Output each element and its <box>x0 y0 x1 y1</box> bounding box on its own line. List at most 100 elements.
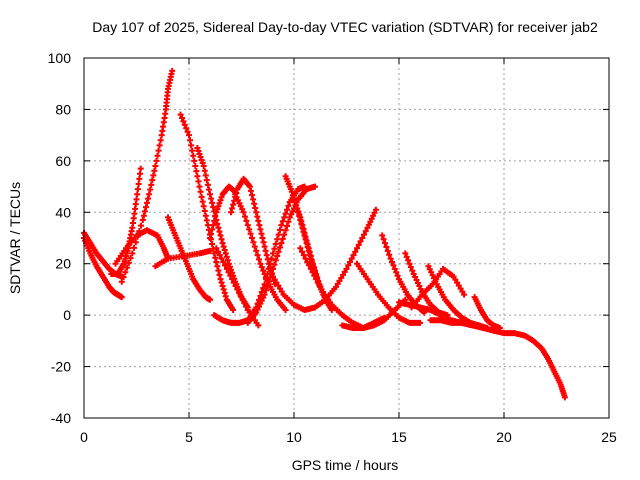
data-point <box>257 260 264 267</box>
data-series <box>471 294 503 331</box>
data-point <box>221 247 228 253</box>
data-point <box>380 236 387 243</box>
data-point <box>299 248 306 255</box>
data-point <box>207 296 213 303</box>
data-point <box>256 256 262 263</box>
data-point <box>236 289 243 296</box>
data-point <box>278 288 285 295</box>
data-point <box>309 269 316 276</box>
data-point <box>299 222 306 229</box>
data-point <box>132 239 139 246</box>
data-point <box>352 248 359 255</box>
data-point <box>255 217 262 224</box>
data-point <box>265 278 272 285</box>
data-point <box>258 230 265 237</box>
plot-frame <box>83 57 610 419</box>
data-point <box>268 255 275 262</box>
data-point <box>153 157 160 164</box>
data-point <box>212 213 219 220</box>
data-point <box>284 223 290 229</box>
data-point <box>207 191 213 198</box>
data-point <box>384 247 391 254</box>
data-point <box>210 222 217 229</box>
axis-ticks: 0 5 10 15 20 25 -40 -20 0 20 40 60 80 100 <box>48 50 617 445</box>
data-point <box>230 279 237 286</box>
x-tick-label: 10 <box>286 429 302 445</box>
data-point <box>310 264 317 271</box>
data-point <box>189 147 196 154</box>
data-point <box>124 264 131 271</box>
data-point <box>306 262 313 269</box>
data-point <box>288 211 295 218</box>
data-point <box>391 265 398 272</box>
data-point <box>212 254 219 261</box>
y-tick-label: 60 <box>55 153 71 169</box>
data-point <box>218 236 225 243</box>
data-point <box>361 231 367 238</box>
data-point <box>359 235 366 241</box>
data-point <box>154 152 161 159</box>
data-point <box>343 265 350 272</box>
data-point <box>230 307 237 313</box>
data-point <box>229 205 236 212</box>
y-tick-label: -20 <box>51 359 71 375</box>
data-point <box>207 247 213 254</box>
data-point <box>214 220 221 227</box>
data-point <box>223 265 230 272</box>
data-point <box>215 203 222 210</box>
data-point <box>148 181 155 188</box>
data-points <box>81 67 568 401</box>
data-point <box>302 233 309 240</box>
data-point <box>228 209 234 216</box>
data-point <box>177 111 184 118</box>
data-point <box>197 188 204 195</box>
data-point <box>393 269 400 276</box>
data-point <box>118 294 125 301</box>
data-point <box>289 208 296 215</box>
data-point <box>279 218 286 225</box>
data-point <box>222 262 229 269</box>
data-series <box>354 260 423 326</box>
data-point <box>222 293 229 300</box>
data-point <box>255 322 262 329</box>
data-point <box>181 121 188 128</box>
data-point <box>219 283 226 289</box>
data-point <box>350 252 357 259</box>
data-series <box>118 67 176 285</box>
data-point <box>348 255 355 262</box>
x-tick-label: 15 <box>391 429 407 445</box>
data-point <box>379 232 386 239</box>
data-point <box>268 270 275 277</box>
data-point <box>450 273 457 280</box>
data-series <box>232 191 289 313</box>
data-point <box>459 288 466 295</box>
data-point <box>139 217 146 223</box>
data-point <box>298 218 305 225</box>
data-point <box>196 183 203 190</box>
data-point <box>216 252 223 259</box>
data-point <box>204 222 211 229</box>
data-point <box>208 230 215 237</box>
data-point <box>215 224 222 231</box>
data-point <box>127 255 134 262</box>
data-point <box>275 231 282 238</box>
data-point <box>213 245 220 252</box>
data-point <box>223 253 230 260</box>
data-point <box>254 213 261 220</box>
data-point <box>220 286 227 293</box>
data-point <box>202 172 209 179</box>
data-point <box>383 244 390 250</box>
data-point <box>219 240 226 247</box>
y-tick-label: 100 <box>48 50 72 66</box>
grid-lines <box>84 58 609 418</box>
data-point <box>277 285 283 292</box>
data-point <box>201 208 208 214</box>
data-point <box>195 178 202 185</box>
data-point <box>152 163 159 169</box>
data-point <box>226 263 233 270</box>
data-point <box>222 250 229 257</box>
x-tick-label: 20 <box>496 429 512 445</box>
data-point <box>169 67 176 74</box>
data-point <box>134 191 141 198</box>
data-point <box>277 226 283 233</box>
